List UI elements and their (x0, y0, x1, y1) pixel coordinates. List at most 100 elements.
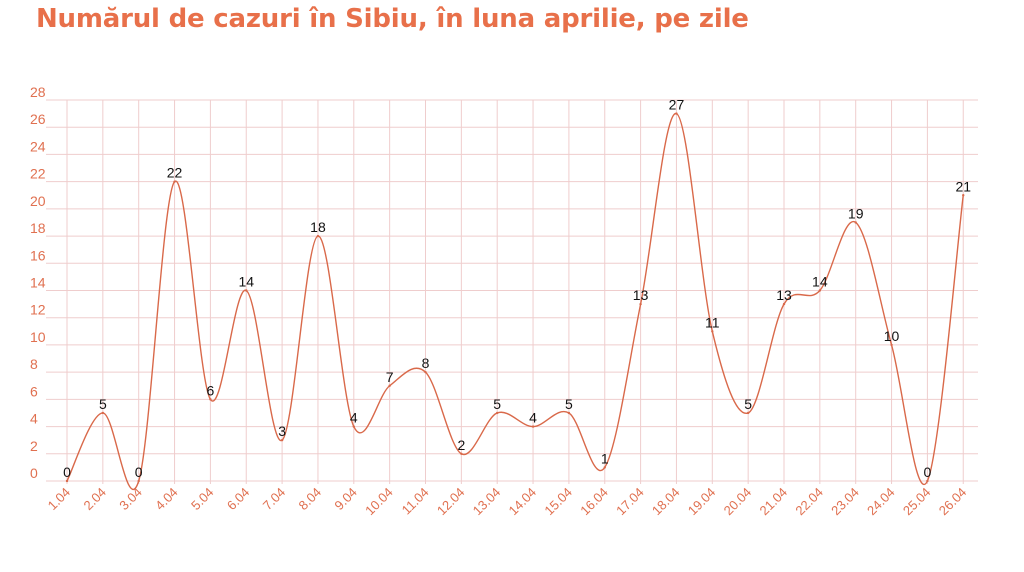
data-label: 5 (493, 396, 501, 412)
data-point (101, 411, 105, 415)
data-point (280, 438, 284, 442)
data-point (460, 452, 463, 455)
x-tick-label: 25.04 (900, 485, 934, 519)
x-tick-label: 12.04 (434, 485, 468, 519)
y-tick-label: 16 (30, 247, 46, 263)
data-label: 5 (565, 396, 573, 412)
chart-title: Numărul de cazuri în Sibiu, în luna apri… (36, 4, 749, 34)
data-label: 6 (207, 382, 215, 398)
data-point (746, 411, 750, 415)
data-label: 18 (310, 219, 326, 235)
data-label: 2 (457, 437, 465, 453)
x-tick-label: 2.04 (80, 485, 109, 514)
data-label: 8 (422, 355, 430, 371)
data-point (818, 289, 822, 292)
data-point (639, 302, 642, 306)
x-tick-label: 18.04 (649, 485, 683, 519)
data-point (424, 370, 427, 374)
data-label: 14 (812, 274, 828, 290)
data-point (352, 425, 355, 428)
x-tick-label: 6.04 (224, 485, 253, 514)
y-tick-label: 26 (30, 111, 46, 127)
data-label: 4 (529, 410, 537, 426)
x-tick-label: 24.04 (864, 485, 898, 519)
data-label: 5 (99, 396, 107, 412)
y-tick-label: 24 (30, 138, 46, 154)
y-tick-label: 18 (30, 220, 46, 236)
x-tick-label: 22.04 (792, 485, 826, 519)
data-point (209, 398, 212, 401)
y-tick-label: 6 (30, 383, 38, 399)
data-point (316, 234, 320, 238)
data-point (137, 479, 140, 483)
x-tick-label: 14.04 (506, 485, 540, 519)
data-point (567, 411, 571, 415)
x-tick-label: 8.04 (296, 485, 325, 514)
data-label: 1 (601, 450, 609, 466)
data-point (854, 221, 857, 224)
x-tick-label: 4.04 (152, 485, 181, 514)
x-tick-label: 15.04 (541, 485, 575, 519)
series-line (66, 112, 964, 491)
data-point (245, 289, 248, 292)
x-tick-label: 10.04 (362, 485, 396, 519)
y-tick-label: 22 (30, 166, 46, 182)
data-label: 7 (386, 369, 394, 385)
x-tick-label: 20.04 (721, 485, 755, 519)
data-label: 19 (848, 205, 864, 221)
data-label: 13 (633, 287, 649, 303)
data-point (675, 112, 678, 115)
data-label: 5 (744, 396, 752, 412)
y-tick-label: 28 (30, 84, 46, 100)
x-tick-label: 19.04 (685, 485, 719, 519)
data-point (388, 384, 391, 387)
data-point (173, 180, 176, 183)
y-tick-label: 14 (30, 275, 46, 291)
x-tick-label: 1.04 (45, 485, 74, 514)
x-tick-label: 13.04 (470, 485, 504, 519)
data-label: 0 (63, 464, 71, 480)
y-tick-label: 8 (30, 356, 38, 372)
x-tick-label: 9.04 (331, 485, 360, 514)
data-label: 13 (776, 287, 792, 303)
data-point (65, 479, 69, 483)
data-point (782, 302, 786, 306)
data-label: 0 (135, 464, 143, 480)
y-tick-label: 2 (30, 438, 38, 454)
data-label: 4 (350, 410, 358, 426)
y-tick-label: 0 (30, 465, 38, 481)
data-point (496, 411, 499, 415)
data-label: 27 (669, 97, 685, 113)
data-label: 14 (238, 274, 254, 290)
data-point (890, 343, 893, 347)
data-point (926, 479, 929, 483)
data-label: 11 (705, 314, 720, 330)
x-tick-label: 5.04 (188, 485, 217, 514)
data-label: 22 (167, 165, 183, 181)
x-tick-label: 21.04 (757, 485, 791, 519)
x-tick-label: 7.04 (260, 485, 289, 514)
y-tick-label: 20 (30, 193, 46, 209)
grid-lines (46, 99, 978, 484)
x-axis-ticks: 1.04 2.04 3.04 4.04 5.04 6.04 7.04 8.04 9.04 10.0… (45, 485, 970, 519)
y-tick-label: 10 (30, 329, 46, 345)
x-tick-label: 16.04 (577, 485, 611, 519)
data-label: 0 (924, 464, 932, 480)
y-tick-label: 4 (30, 411, 38, 427)
data-point (531, 425, 535, 428)
x-tick-label: 26.04 (936, 485, 970, 519)
data-point (711, 330, 714, 333)
y-tick-label: 12 (30, 302, 46, 318)
data-label: 10 (884, 328, 900, 344)
data-label: 3 (278, 423, 286, 439)
data-point (603, 466, 606, 469)
x-tick-label: 23.04 (828, 485, 862, 519)
data-point (962, 194, 965, 197)
x-tick-label: 3.04 (116, 485, 145, 514)
data-label: 21 (955, 178, 971, 194)
data-labels: 0 5 0 22 6 14 3 18 4 7 8 2 5 4 5 1 13 27 11 5 13 14 19 10 0 21 (63, 97, 971, 483)
x-tick-label: 17.04 (613, 485, 647, 519)
x-tick-label: 11.04 (399, 485, 432, 518)
